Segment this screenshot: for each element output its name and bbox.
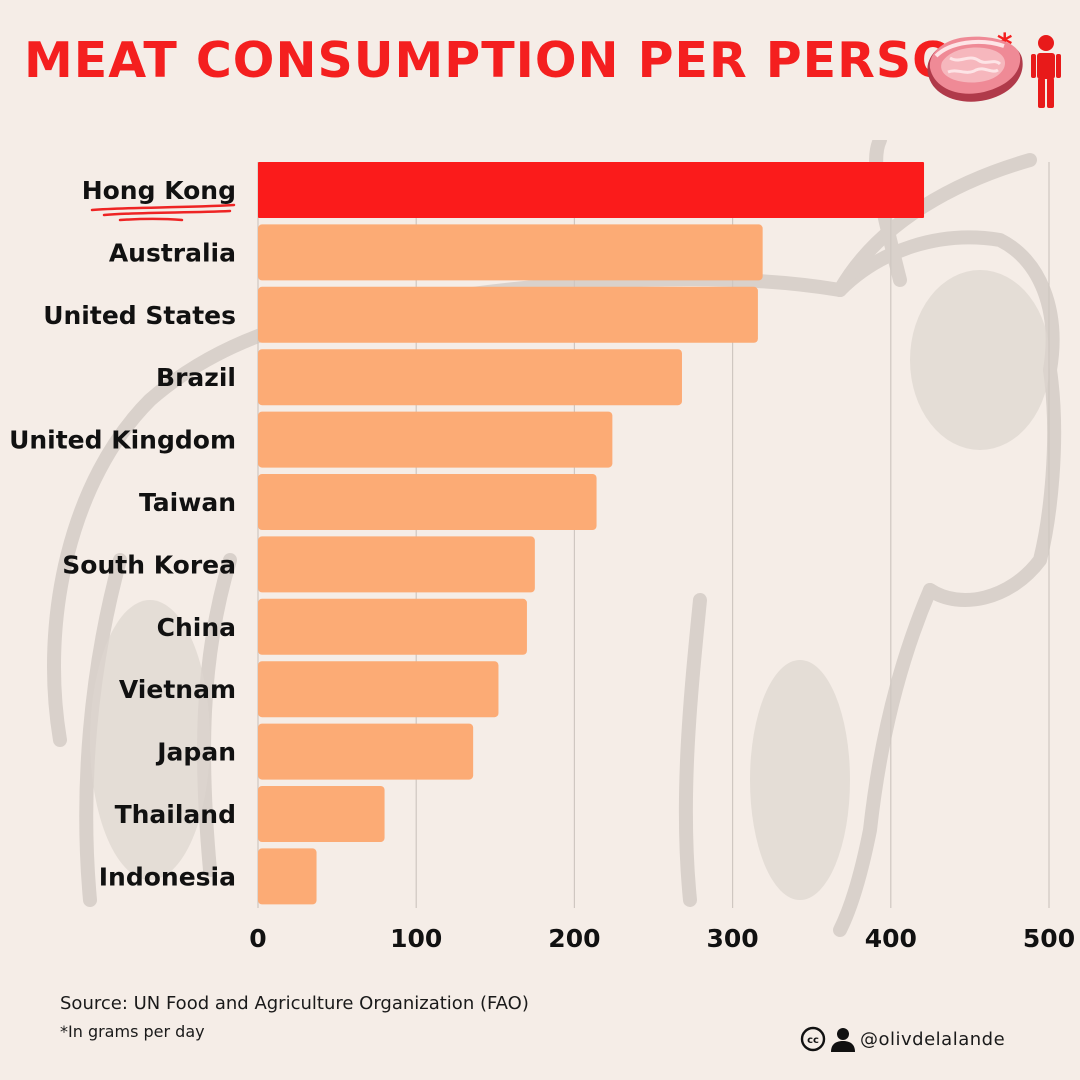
x-tick-label: 0 [249, 924, 266, 953]
bar [258, 286, 758, 343]
bar [258, 598, 527, 655]
bar [258, 474, 597, 530]
creative-commons-icon: cc [800, 1026, 826, 1052]
highlight-underline [90, 203, 236, 222]
x-tick-label: 100 [390, 924, 442, 953]
bar [258, 848, 317, 905]
steak-icon [927, 36, 1023, 102]
category-label: United States [43, 301, 236, 330]
person-icon [1031, 35, 1061, 108]
bar [258, 224, 763, 281]
bar [258, 411, 613, 468]
bar [258, 661, 499, 718]
category-label: United Kingdom [9, 426, 236, 455]
x-tick-label: 500 [1023, 924, 1075, 953]
category-label: South Korea [62, 550, 236, 579]
svg-text:cc: cc [807, 1035, 819, 1046]
bar [258, 723, 474, 780]
category-label: Indonesia [99, 862, 236, 891]
title-text: MEAT CONSUMPTION PER PERSON [24, 32, 997, 89]
bar [258, 349, 682, 406]
title-row: MEAT CONSUMPTION PER PERSON* [0, 22, 1080, 122]
credit: cc @olivdelalande [800, 1024, 1005, 1054]
category-label: Brazil [156, 363, 236, 392]
category-label: Vietnam [119, 675, 236, 704]
category-label: Australia [109, 238, 236, 267]
category-label: Hong Kong [82, 176, 236, 205]
category-labels: Hong Kong Australia United States Brazil Uni… [9, 176, 236, 891]
bar [258, 786, 385, 842]
source-note: Source: UN Food and Agriculture Organiza… [60, 993, 529, 1014]
cow-watermark-icon [47, 140, 1062, 937]
grid-lines [257, 162, 1050, 908]
bar [258, 536, 535, 593]
user-icon [831, 1028, 855, 1052]
page-title: MEAT CONSUMPTION PER PERSON* [24, 28, 1014, 89]
x-axis-ticks: 0 100 200 300 400 500 [249, 924, 1075, 953]
x-tick-label: 300 [707, 924, 759, 953]
category-label: Japan [155, 738, 236, 767]
category-label: Thailand [115, 800, 236, 829]
category-label: China [157, 613, 236, 642]
bar [258, 162, 925, 218]
category-label: Taiwan [139, 488, 236, 517]
bars [258, 162, 925, 905]
unit-note: *In grams per day [60, 1022, 205, 1041]
author-handle: @olivdelalande [860, 1028, 1006, 1050]
x-tick-label: 200 [548, 924, 600, 953]
x-tick-label: 400 [865, 924, 917, 953]
